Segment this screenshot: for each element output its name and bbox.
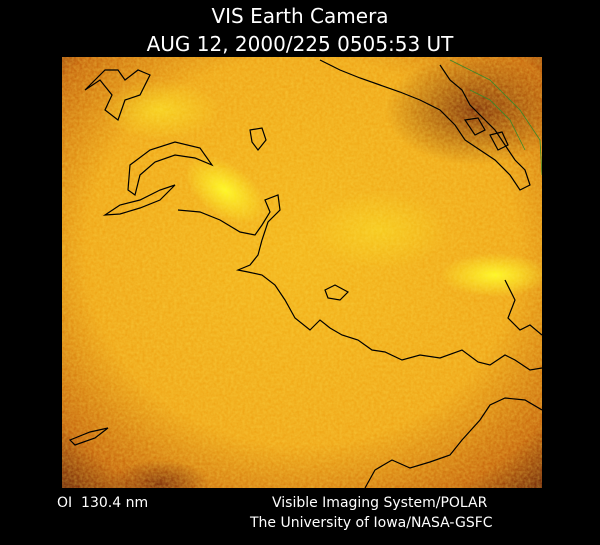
subtitle: AUG 12, 2000/225 0505:53 UT [147,32,455,56]
band-label: OI 130.4 nm [57,495,148,511]
credit-line: The University of Iowa/NASA-GSFC [249,515,493,531]
credit-line: Visible Imaging System/POLAR [272,495,488,511]
camera-image [62,57,542,488]
title: VIS Earth Camera [211,4,388,28]
